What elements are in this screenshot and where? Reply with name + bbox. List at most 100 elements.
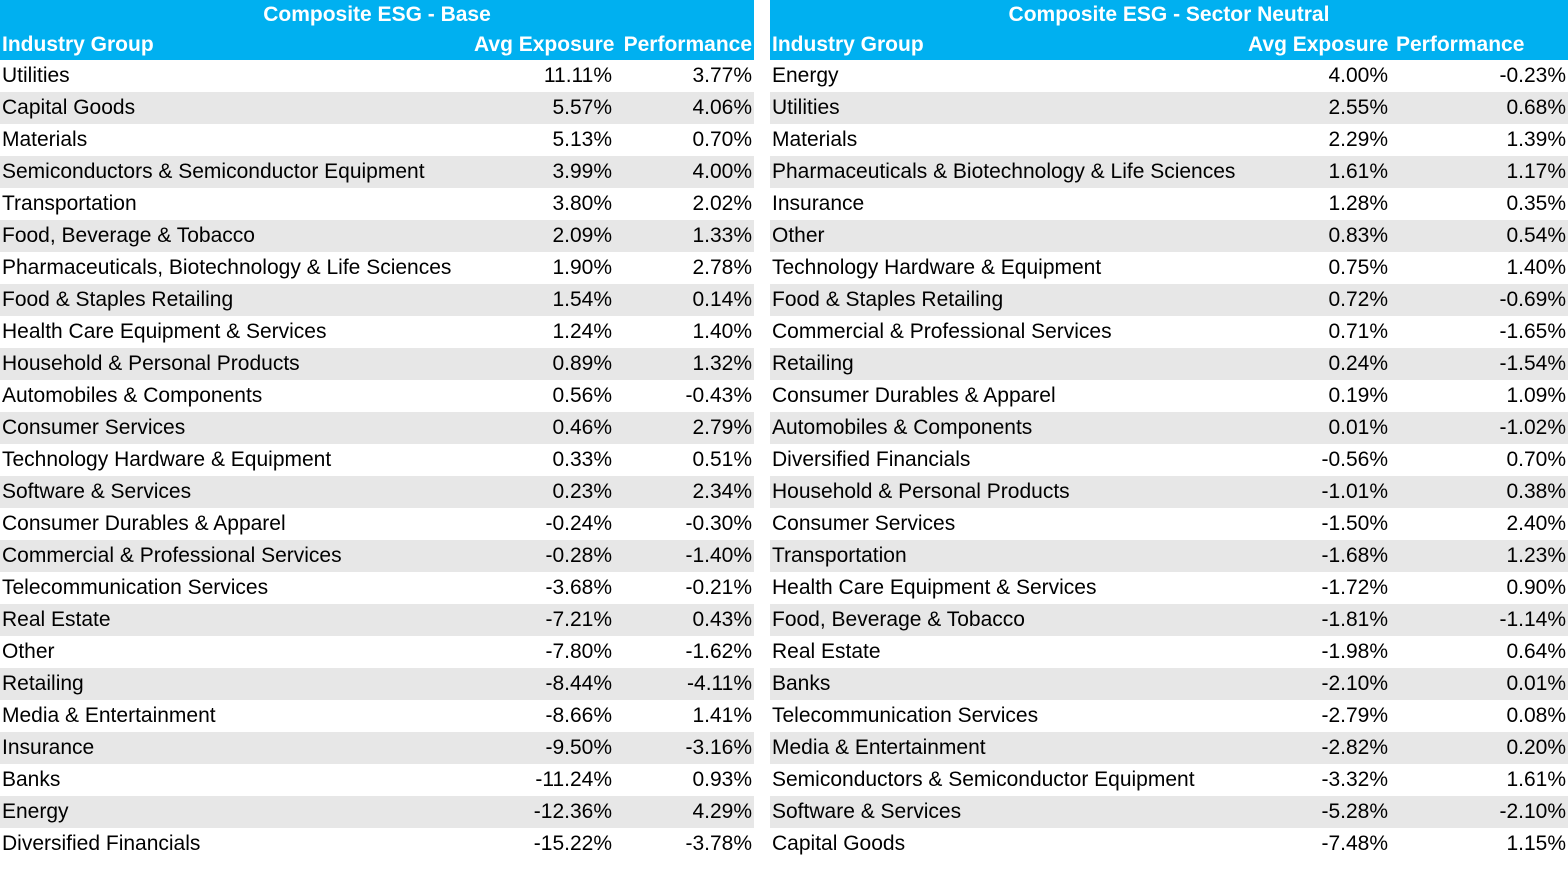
- performance-cell: 0.08%: [1506, 704, 1566, 727]
- industry-group-cell: Transportation: [772, 544, 907, 567]
- industry-group-cell: Food, Beverage & Tobacco: [2, 224, 255, 247]
- base-table-title: Composite ESG - Base: [0, 0, 754, 30]
- performance-cell: 0.35%: [1506, 192, 1566, 215]
- industry-group-cell: Real Estate: [772, 640, 881, 663]
- industry-group-cell: Capital Goods: [772, 832, 906, 855]
- table-row: Capital Goods 5.57% 4.06%: [0, 92, 754, 124]
- performance-cell: -0.30%: [685, 512, 752, 535]
- industry-group-cell: Health Care Equipment & Services: [772, 576, 1097, 599]
- performance-cell: -3.16%: [685, 736, 752, 759]
- avg-exposure-cell: -1.81%: [1321, 608, 1388, 631]
- table-row: Telecommunication Services -2.79% 0.08%: [770, 700, 1568, 732]
- table-row: Utilities 11.11% 3.77%: [0, 60, 754, 92]
- performance-cell: -1.02%: [1499, 416, 1566, 439]
- performance-cell: 1.23%: [1506, 544, 1566, 567]
- industry-group-cell: Diversified Financials: [2, 832, 201, 855]
- avg-exposure-cell: 1.54%: [552, 288, 612, 311]
- industry-group-cell: Technology Hardware & Equipment: [772, 256, 1102, 279]
- performance-cell: 0.70%: [692, 128, 752, 151]
- avg-exposure-cell: -0.56%: [1321, 448, 1388, 471]
- table-row: Consumer Durables & Apparel 0.19% 1.09%: [770, 380, 1568, 412]
- avg-exposure-cell: -5.28%: [1321, 800, 1388, 823]
- industry-group-cell: Consumer Durables & Apparel: [772, 384, 1056, 407]
- performance-header: Performance: [1396, 33, 1525, 56]
- sector-neutral-table-header-row: Industry Group Avg Exposure Performance: [770, 30, 1568, 60]
- table-row: Food & Staples Retailing 0.72% -0.69%: [770, 284, 1568, 316]
- avg-exposure-cell: -3.68%: [545, 576, 612, 599]
- industry-group-cell: Telecommunication Services: [772, 704, 1039, 727]
- performance-cell: 0.43%: [692, 608, 752, 631]
- industry-group-cell: Energy: [772, 64, 839, 87]
- industry-group-cell: Food, Beverage & Tobacco: [772, 608, 1025, 631]
- performance-cell: 0.93%: [692, 768, 752, 791]
- performance-cell: 0.14%: [692, 288, 752, 311]
- avg-exposure-cell: 1.28%: [1328, 192, 1388, 215]
- table-row: Real Estate -1.98% 0.64%: [770, 636, 1568, 668]
- performance-cell: 0.70%: [1506, 448, 1566, 471]
- avg-exposure-cell: 0.33%: [552, 448, 612, 471]
- industry-group-cell: Semiconductors & Semiconductor Equipment: [2, 160, 425, 183]
- avg-exposure-cell: -0.28%: [545, 544, 612, 567]
- performance-cell: 1.40%: [692, 320, 752, 343]
- industry-group-cell: Pharmaceuticals, Biotechnology & Life Sc…: [2, 256, 452, 279]
- table-row: Insurance 1.28% 0.35%: [770, 188, 1568, 220]
- table-row: Food, Beverage & Tobacco 2.09% 1.33%: [0, 220, 754, 252]
- performance-cell: 0.20%: [1506, 736, 1566, 759]
- avg-exposure-cell: 0.83%: [1328, 224, 1388, 247]
- avg-exposure-cell: -15.22%: [533, 832, 612, 855]
- industry-group-cell: Diversified Financials: [772, 448, 971, 471]
- industry-group-cell: Household & Personal Products: [2, 352, 300, 375]
- performance-cell: 0.90%: [1506, 576, 1566, 599]
- performance-cell: 1.61%: [1506, 768, 1566, 791]
- table-row: Automobiles & Components 0.56% -0.43%: [0, 380, 754, 412]
- avg-exposure-cell: 1.24%: [552, 320, 612, 343]
- industry-group-cell: Retailing: [2, 672, 84, 695]
- table-row: Transportation -1.68% 1.23%: [770, 540, 1568, 572]
- avg-exposure-cell: -11.24%: [535, 768, 612, 791]
- performance-cell: -1.62%: [685, 640, 752, 663]
- industry-group-cell: Food & Staples Retailing: [772, 288, 1004, 311]
- performance-cell: 1.39%: [1506, 128, 1566, 151]
- avg-exposure-cell: -1.68%: [1321, 544, 1388, 567]
- table-row: Banks -2.10% 0.01%: [770, 668, 1568, 700]
- industry-group-cell: Transportation: [2, 192, 137, 215]
- table-row: Pharmaceuticals, Biotechnology & Life Sc…: [0, 252, 754, 284]
- avg-exposure-cell: -3.32%: [1321, 768, 1388, 791]
- avg-exposure-cell: 0.75%: [1328, 256, 1388, 279]
- industry-group-header: Industry Group: [2, 33, 154, 56]
- avg-exposure-cell: 5.13%: [552, 128, 612, 151]
- industry-group-cell: Software & Services: [772, 800, 962, 823]
- base-table: Composite ESG - Base Industry Group Avg …: [0, 0, 754, 860]
- table-row: Health Care Equipment & Services -1.72% 0.…: [770, 572, 1568, 604]
- table-row: Household & Personal Products 0.89% 1.32%: [0, 348, 754, 380]
- performance-cell: -0.43%: [685, 384, 752, 407]
- industry-group-cell: Banks: [772, 672, 831, 695]
- avg-exposure-cell: -2.79%: [1321, 704, 1388, 727]
- industry-group-cell: Materials: [2, 128, 88, 151]
- table-row: Other 0.83% 0.54%: [770, 220, 1568, 252]
- performance-cell: 2.40%: [1506, 512, 1566, 535]
- performance-cell: 0.01%: [1506, 672, 1566, 695]
- industry-group-cell: Other: [772, 224, 825, 247]
- avg-exposure-cell: 0.71%: [1328, 320, 1388, 343]
- performance-cell: 0.51%: [692, 448, 752, 471]
- avg-exposure-cell: 1.61%: [1328, 160, 1388, 183]
- table-row: Banks -11.24% 0.93%: [0, 764, 754, 796]
- performance-cell: -4.11%: [687, 672, 752, 695]
- industry-group-cell: Capital Goods: [2, 96, 136, 119]
- avg-exposure-cell: 0.56%: [552, 384, 612, 407]
- avg-exposure-cell: -1.72%: [1321, 576, 1388, 599]
- performance-cell: 1.33%: [692, 224, 752, 247]
- industry-group-cell: Commercial & Professional Services: [2, 544, 342, 567]
- performance-cell: -1.14%: [1499, 608, 1566, 631]
- industry-group-cell: Real Estate: [2, 608, 111, 631]
- performance-cell: 1.40%: [1506, 256, 1566, 279]
- avg-exposure-cell: -9.50%: [545, 736, 612, 759]
- performance-cell: -0.21%: [685, 576, 752, 599]
- performance-cell: 4.00%: [692, 160, 752, 183]
- table-row: Software & Services -5.28% -2.10%: [770, 796, 1568, 828]
- table-row: Technology Hardware & Equipment 0.75% 1.40…: [770, 252, 1568, 284]
- table-row: Semiconductors & Semiconductor Equipment…: [770, 764, 1568, 796]
- avg-exposure-cell: -1.98%: [1321, 640, 1388, 663]
- sector-neutral-table: Composite ESG - Sector Neutral Industry …: [770, 0, 1568, 860]
